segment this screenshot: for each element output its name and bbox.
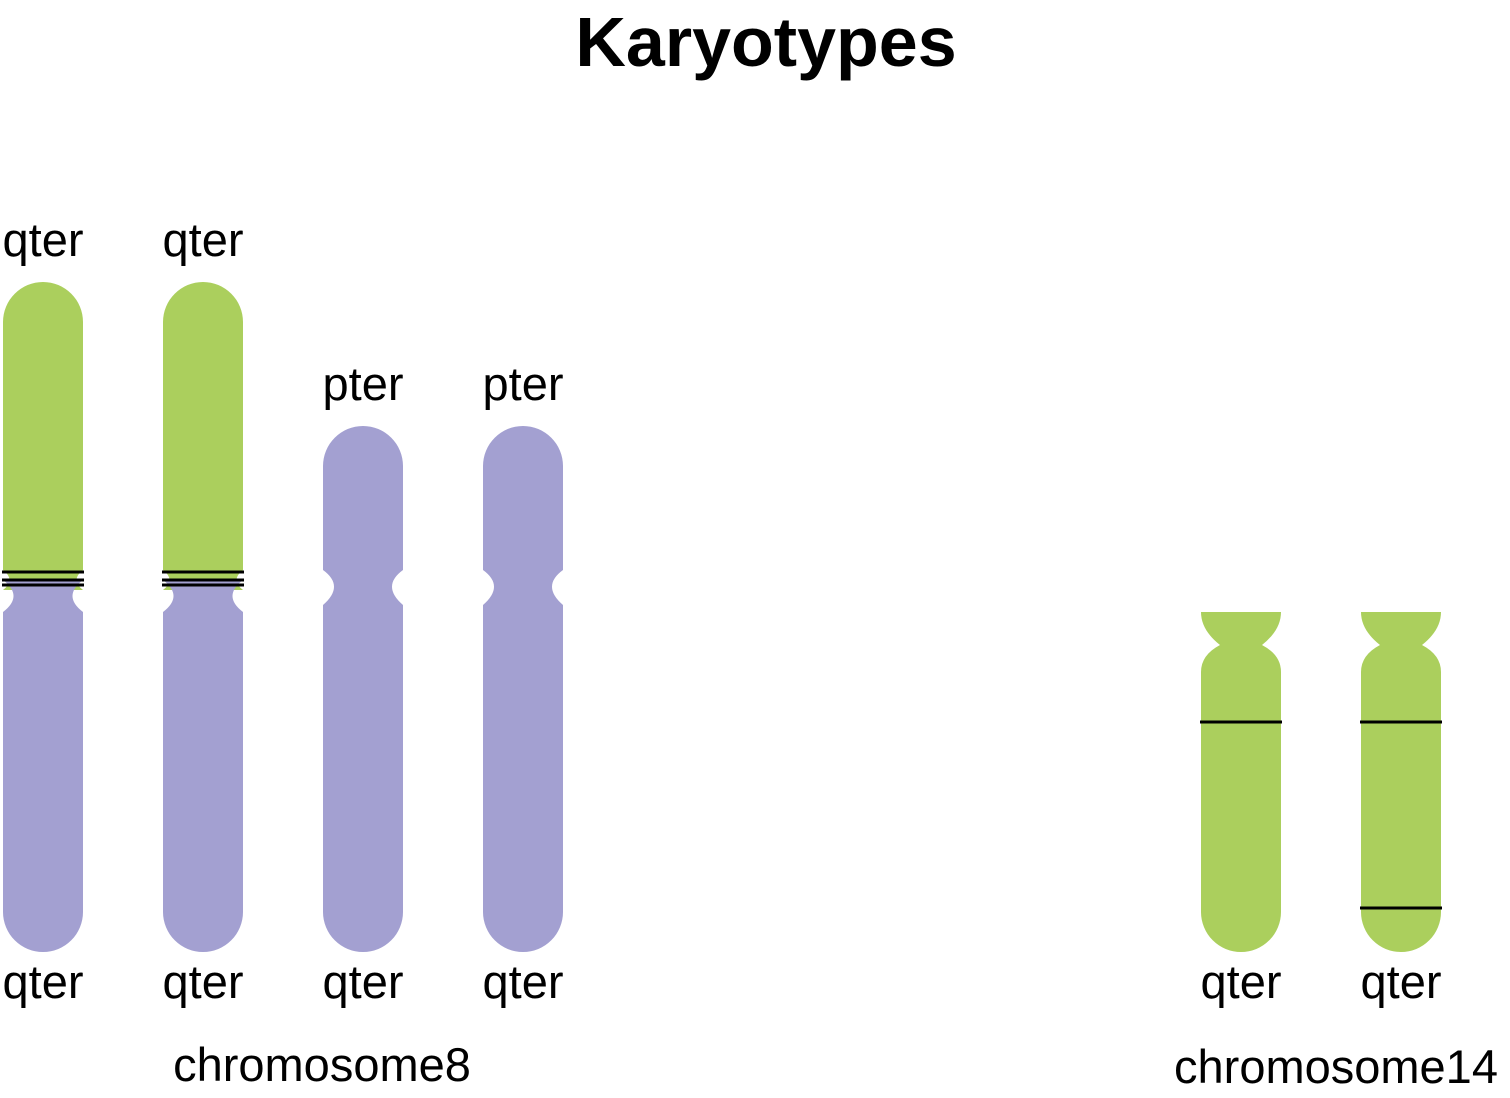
chromosome14-body [1361, 612, 1441, 952]
chr8-2-top-label: qter [162, 213, 244, 266]
chromosome8-body [483, 426, 563, 952]
chr14-1-bottom-label: qter [1200, 955, 1282, 1008]
chr14-2-bottom-label: qter [1360, 955, 1442, 1008]
chromosome8-derivative-2 [162, 282, 244, 952]
chr8-3-top-label: pter [322, 357, 404, 410]
chromosome14-segment [3, 282, 83, 590]
chr8-4-bottom-label: qter [482, 955, 564, 1008]
chromosome14-copy-1 [1200, 612, 1282, 952]
chromosome8-derivative-1 [2, 282, 84, 952]
chromosome8-normal-1 [323, 426, 403, 952]
chromosome14-segment [163, 282, 243, 590]
chromosome8-segment [3, 580, 83, 952]
chromosome8-body [323, 426, 403, 952]
chr8-2-bottom-label: qter [162, 955, 244, 1008]
chr8-4-top-label: pter [482, 357, 564, 410]
chromosome14-copy-2 [1360, 612, 1442, 952]
chromosome14-body [1201, 612, 1281, 952]
diagram-title: Karyotypes [575, 3, 957, 81]
chromosome8-group-label: chromosome8 [173, 1038, 471, 1091]
chromosome8-normal-2 [483, 426, 563, 952]
chr8-1-top-label: qter [2, 213, 84, 266]
chr8-3-bottom-label: qter [322, 955, 404, 1008]
chr8-1-bottom-label: qter [2, 955, 84, 1008]
chromosome8-segment [163, 580, 243, 952]
chromosome14-group-label: chromosome14 [1174, 1040, 1498, 1093]
